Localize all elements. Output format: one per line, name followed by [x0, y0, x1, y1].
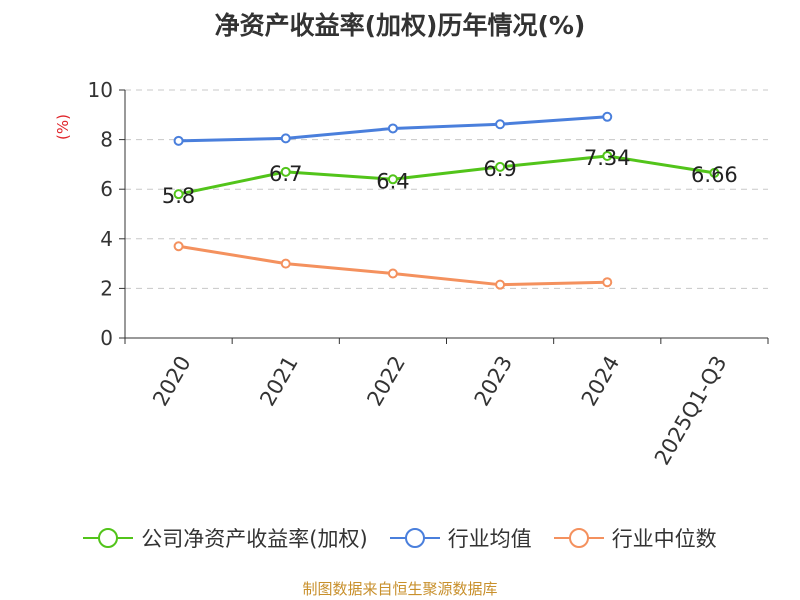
legend-item[interactable]: 行业中位数: [553, 523, 717, 553]
legend-swatch-icon: [553, 528, 604, 548]
legend-swatch-icon: [389, 528, 440, 548]
y-tick-label: 8: [100, 128, 113, 152]
legend-label: 公司净资产收益率(加权): [141, 527, 368, 551]
data-point: [173, 241, 184, 252]
x-tick-label: 2022: [362, 352, 410, 410]
data-point: [280, 133, 291, 144]
x-tick-label: 2020: [148, 352, 196, 410]
x-tick-label: 2021: [255, 352, 303, 410]
series-line: [178, 154, 715, 196]
data-point: [709, 167, 720, 178]
data-point: [602, 150, 613, 161]
data-point: [495, 279, 506, 290]
legend-item[interactable]: 行业均值: [389, 523, 532, 553]
data-point: [280, 258, 291, 269]
data-point: [280, 166, 291, 177]
data-label: 6.7: [269, 162, 302, 186]
data-point: [495, 119, 506, 130]
data-point: [602, 277, 613, 288]
legend-item[interactable]: 公司净资产收益率(加权): [83, 523, 368, 553]
data-label: 5.8: [162, 184, 195, 208]
data-labels: 5.8 6.7 6.4 6.9 7.34 6.66: [162, 146, 738, 208]
x-tick-label: 2024: [577, 352, 625, 410]
y-tick-label: 2: [100, 276, 113, 300]
data-point: [173, 135, 184, 146]
x-tick-label: 2025Q1-Q3: [650, 352, 732, 469]
source-note: 制图数据来自恒生聚源数据库: [302, 580, 498, 598]
legend-label: 行业均值: [447, 527, 532, 551]
series: [173, 111, 720, 290]
axes: 0 2 4 6 8 10 2020 2021 2022 2023 2024 2025Q1-Q3: [88, 78, 769, 469]
y-tick-label: 10: [88, 78, 113, 102]
data-label: 6.9: [483, 157, 516, 181]
data-point: [495, 161, 506, 172]
data-point: [387, 268, 398, 279]
x-tick-label: 2023: [470, 352, 518, 410]
y-axis-label: (%): [54, 114, 72, 140]
y-tick-label: 0: [100, 326, 113, 350]
data-label: 6.66: [691, 163, 738, 187]
gridlines: [125, 89, 768, 289]
data-point: [387, 174, 398, 185]
chart-title: 净资产收益率(加权)历年情况(%): [214, 11, 586, 40]
legend-swatch-icon: [83, 528, 134, 548]
legend: 公司净资产收益率(加权) 行业均值 行业中位数: [0, 518, 800, 558]
data-label: 7.34: [584, 146, 631, 170]
data-label: 6.4: [376, 169, 409, 193]
data-point: [173, 189, 184, 200]
data-point: [602, 111, 613, 122]
series-line: [178, 244, 608, 287]
data-point: [387, 123, 398, 134]
y-tick-label: 6: [100, 177, 113, 201]
y-tick-label: 4: [100, 227, 113, 251]
legend-label: 行业中位数: [611, 527, 717, 551]
